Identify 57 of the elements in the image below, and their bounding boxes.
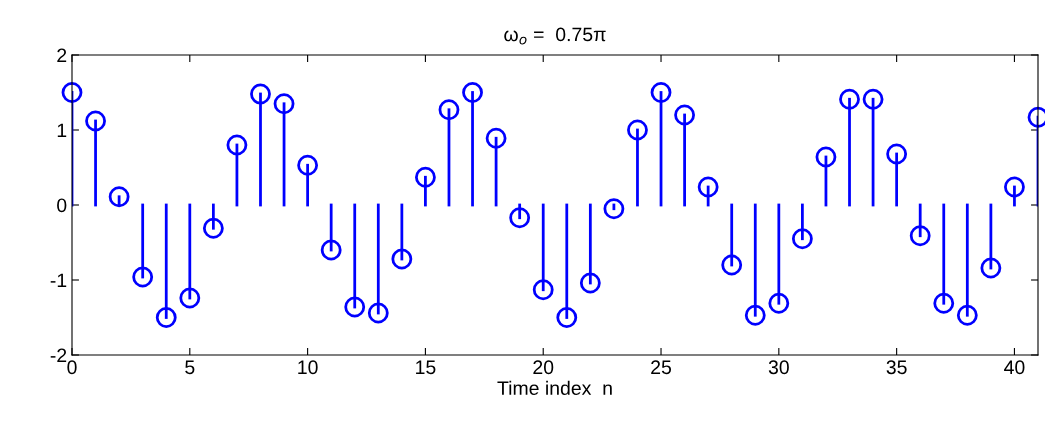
x-tick-label: 25 — [651, 360, 672, 375]
point — [391, 248, 413, 270]
point — [202, 217, 224, 239]
point — [1004, 176, 1025, 198]
point — [297, 154, 319, 176]
x-tick-label: 5 — [185, 360, 195, 375]
y-tick-label: 0 — [57, 198, 67, 213]
point — [886, 143, 908, 165]
y-tick-label: 2 — [57, 48, 67, 63]
point — [650, 82, 672, 103]
point — [438, 99, 460, 121]
point — [603, 198, 625, 220]
point — [61, 82, 83, 103]
chart-title: ω$_{o}$ = 0.75π — [504, 27, 606, 45]
point — [344, 296, 366, 318]
point — [85, 110, 106, 132]
y-tick-label: -2 — [50, 348, 67, 363]
point — [485, 127, 507, 149]
x-tick-label: 0 — [67, 360, 77, 375]
point — [367, 302, 389, 324]
point — [250, 83, 271, 105]
point — [956, 304, 978, 326]
point — [179, 287, 201, 309]
point — [815, 146, 837, 168]
point — [579, 272, 601, 294]
x-tick-label: 30 — [768, 360, 789, 375]
point — [462, 82, 483, 103]
point — [320, 239, 342, 261]
point — [532, 279, 554, 301]
y-tick-label: -1 — [50, 273, 67, 288]
point — [909, 225, 931, 247]
point — [721, 254, 743, 276]
point — [862, 88, 884, 110]
point — [132, 266, 154, 288]
x-tick-label: 20 — [533, 360, 554, 375]
x-tick-label: 15 — [416, 360, 436, 375]
point — [108, 186, 130, 208]
point — [933, 292, 955, 314]
point — [744, 304, 766, 326]
point — [674, 104, 695, 126]
point — [415, 166, 436, 188]
point — [697, 176, 719, 198]
point — [556, 307, 578, 328]
y-tick-label: 1 — [57, 123, 67, 138]
x-tick-label: 35 — [886, 360, 907, 375]
point — [509, 207, 531, 229]
point — [273, 93, 295, 115]
x-tick-label: 10 — [298, 360, 318, 375]
point — [226, 134, 248, 156]
point — [839, 88, 860, 110]
point — [768, 292, 790, 314]
x-tick-label: 40 — [1004, 360, 1025, 375]
x-axis-title: Time index n — [497, 380, 612, 396]
point — [627, 119, 648, 141]
point — [155, 307, 177, 328]
point — [980, 257, 1002, 279]
point — [791, 228, 813, 250]
